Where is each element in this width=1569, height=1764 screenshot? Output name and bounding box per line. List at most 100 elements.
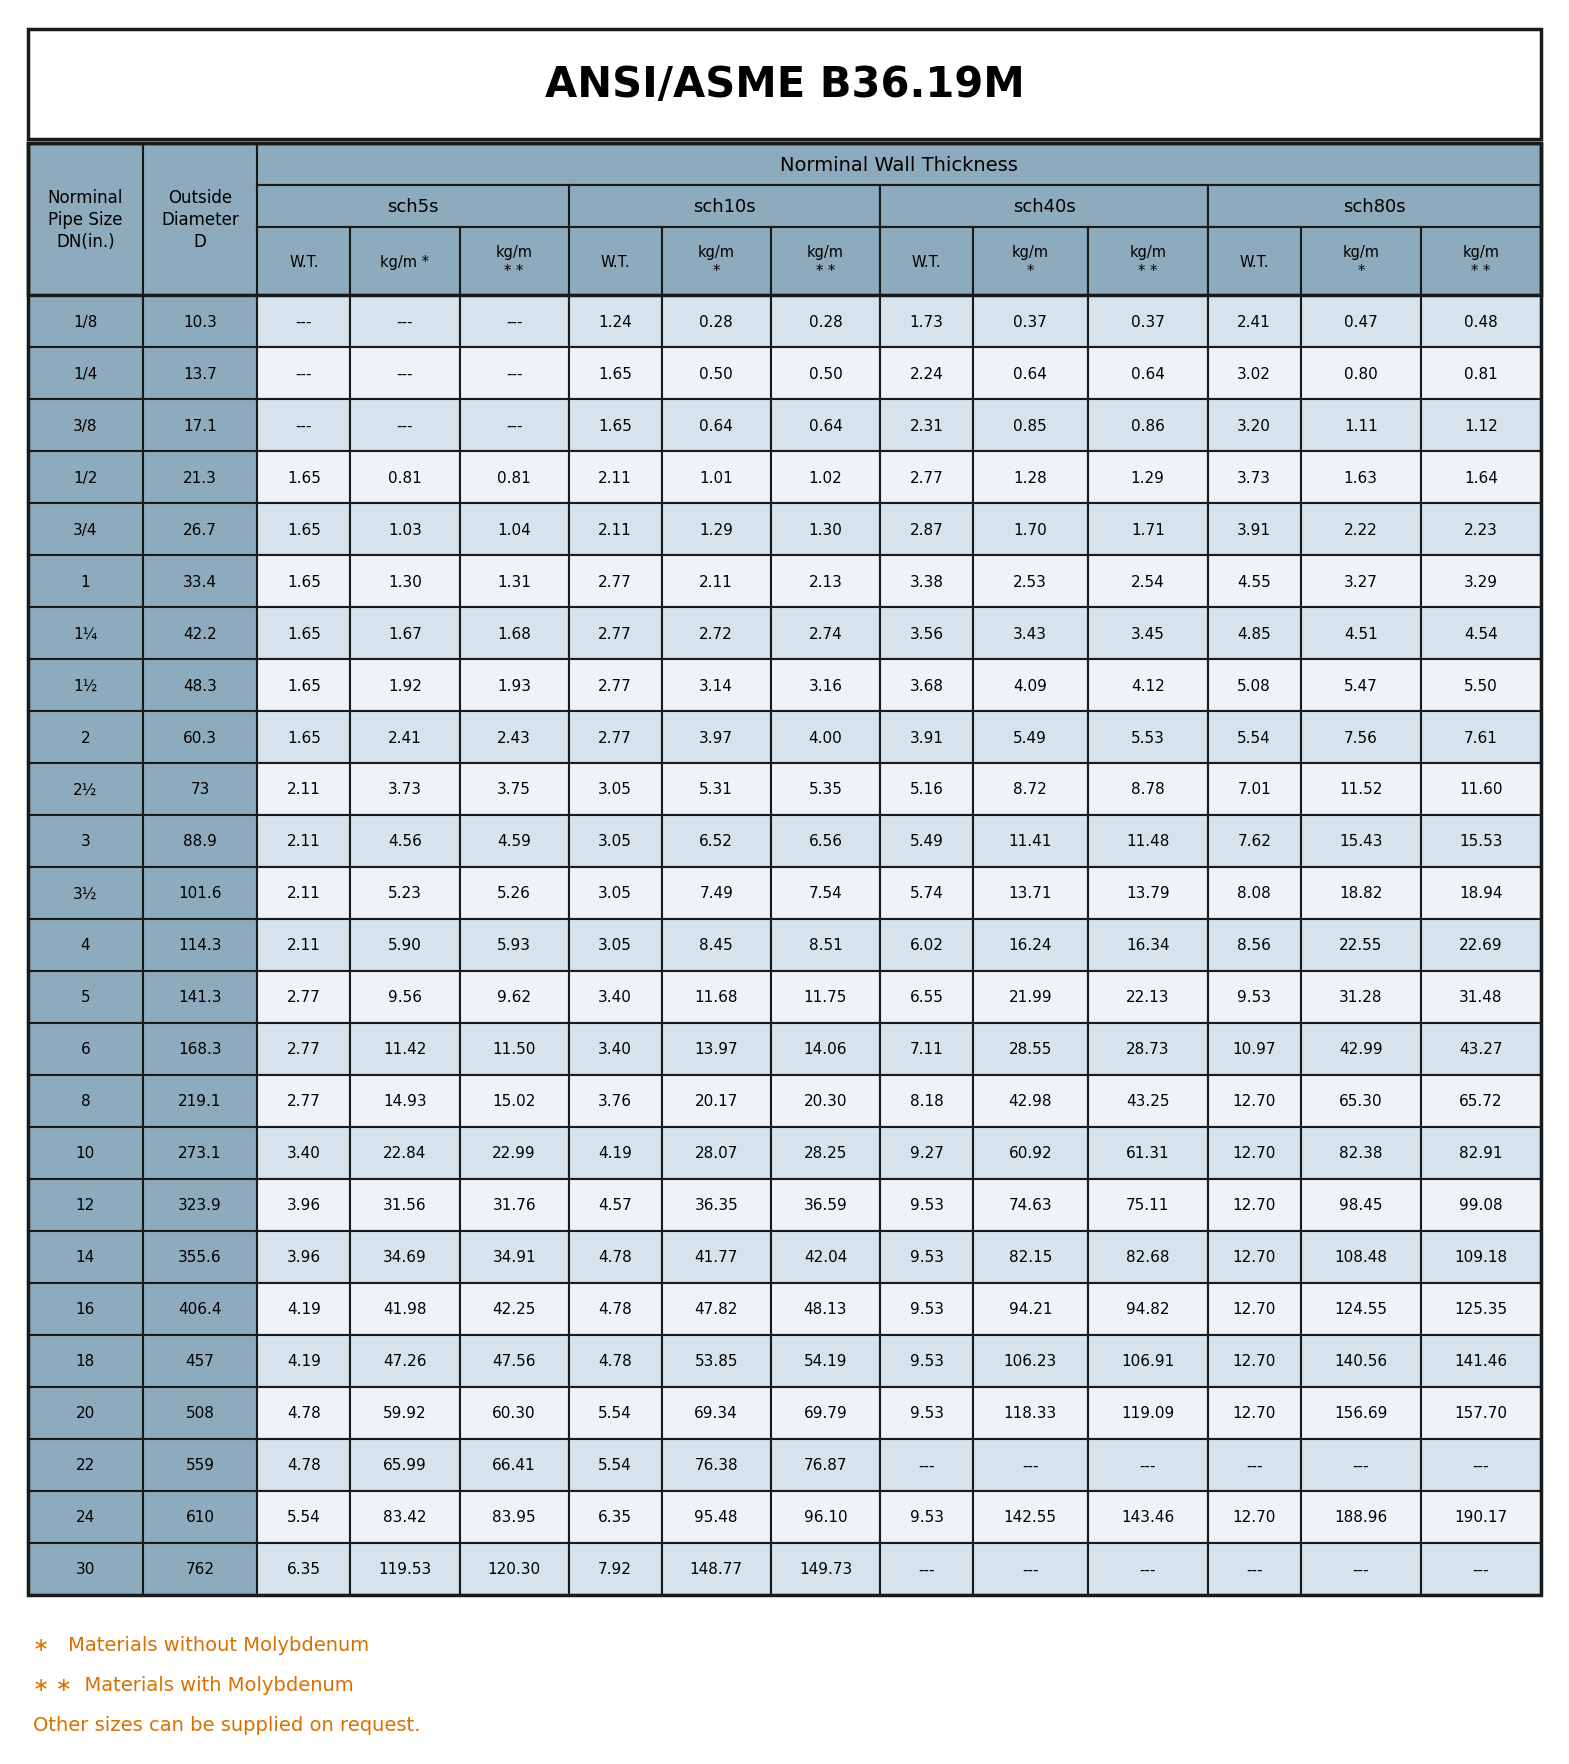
Text: 22: 22 [75, 1457, 96, 1473]
Text: 43.25: 43.25 [1127, 1094, 1169, 1110]
Bar [662, 815, 770, 868]
Text: 3.91: 3.91 [1238, 522, 1271, 538]
Text: kg/m
* *: kg/m * * [496, 245, 532, 279]
Text: 10.3: 10.3 [184, 314, 217, 330]
Bar [1301, 1335, 1422, 1387]
Bar [1087, 815, 1208, 868]
Text: 2.77: 2.77 [598, 730, 632, 744]
Bar [1301, 972, 1422, 1023]
Text: 94.21: 94.21 [1009, 1302, 1053, 1316]
Bar [880, 1180, 973, 1231]
Bar [568, 1335, 662, 1387]
Bar [460, 1491, 568, 1544]
Text: 22.99: 22.99 [493, 1147, 537, 1161]
Bar [770, 1491, 880, 1544]
Bar [1208, 1231, 1301, 1282]
Text: 120.30: 120.30 [488, 1561, 541, 1577]
Text: 82.68: 82.68 [1127, 1249, 1169, 1265]
Text: 18.94: 18.94 [1459, 886, 1503, 901]
Text: Norminal
Pipe Size
DN(in.): Norminal Pipe Size DN(in.) [47, 189, 122, 250]
Text: 65.99: 65.99 [383, 1457, 427, 1473]
Text: 13.97: 13.97 [695, 1043, 737, 1057]
Text: 8.72: 8.72 [1014, 781, 1047, 797]
Text: 2.77: 2.77 [598, 677, 632, 693]
Text: 12: 12 [75, 1198, 96, 1214]
Text: 5.54: 5.54 [598, 1457, 632, 1473]
Bar [257, 1180, 350, 1231]
Bar [350, 452, 460, 505]
Bar [1087, 1544, 1208, 1595]
Bar [350, 1127, 460, 1180]
Text: ---: --- [295, 418, 312, 434]
Text: 4.12: 4.12 [1131, 677, 1164, 693]
Text: 5.31: 5.31 [700, 781, 733, 797]
Text: 2.13: 2.13 [808, 573, 843, 589]
Bar [350, 919, 460, 972]
Text: 168.3: 168.3 [179, 1043, 221, 1057]
Bar [1301, 1231, 1422, 1282]
Bar [1422, 1544, 1541, 1595]
Bar [973, 1023, 1087, 1076]
Bar [350, 1544, 460, 1595]
Bar [1208, 1387, 1301, 1439]
Bar [143, 452, 257, 505]
Bar [350, 1387, 460, 1439]
Bar [973, 972, 1087, 1023]
Text: 2.74: 2.74 [808, 626, 843, 640]
Bar [350, 1491, 460, 1544]
Text: 6.56: 6.56 [808, 834, 843, 848]
Bar [1422, 452, 1541, 505]
Text: 6.02: 6.02 [910, 938, 943, 953]
Bar [1301, 1491, 1422, 1544]
Text: 60.92: 60.92 [1009, 1147, 1053, 1161]
Bar [662, 1127, 770, 1180]
Text: 47.82: 47.82 [695, 1302, 737, 1316]
Bar [973, 452, 1087, 505]
Text: 1.02: 1.02 [808, 471, 843, 485]
Text: ---: --- [295, 367, 312, 381]
Bar [460, 505, 568, 556]
Bar [973, 296, 1087, 348]
Bar [1087, 400, 1208, 452]
Text: 4.78: 4.78 [287, 1457, 320, 1473]
Text: 9.62: 9.62 [497, 990, 532, 1005]
Bar [350, 660, 460, 711]
Text: 33.4: 33.4 [184, 573, 217, 589]
Text: 3.05: 3.05 [598, 938, 632, 953]
Bar [880, 607, 973, 660]
Text: 59.92: 59.92 [383, 1406, 427, 1420]
Bar [28, 972, 143, 1023]
Text: 8: 8 [80, 1094, 89, 1110]
Text: ---: --- [505, 314, 522, 330]
Text: 95.48: 95.48 [695, 1510, 737, 1524]
Bar [568, 1387, 662, 1439]
Text: sch10s: sch10s [693, 198, 756, 215]
Text: 42.25: 42.25 [493, 1302, 537, 1316]
Bar [1087, 972, 1208, 1023]
Bar [1301, 1439, 1422, 1491]
Bar [460, 1439, 568, 1491]
Text: 1½: 1½ [74, 677, 97, 693]
Bar [662, 711, 770, 764]
Bar [1301, 228, 1422, 296]
Bar [770, 919, 880, 972]
Text: 0.81: 0.81 [497, 471, 530, 485]
Text: 2.41: 2.41 [388, 730, 422, 744]
Text: 0.50: 0.50 [700, 367, 733, 381]
Text: 12.70: 12.70 [1233, 1198, 1276, 1214]
Bar [257, 452, 350, 505]
Text: 42.99: 42.99 [1338, 1043, 1382, 1057]
Bar [460, 660, 568, 711]
Text: 3.75: 3.75 [497, 781, 530, 797]
Text: 31.76: 31.76 [493, 1198, 537, 1214]
Text: 16.34: 16.34 [1127, 938, 1169, 953]
Bar [350, 1335, 460, 1387]
Text: 14: 14 [75, 1249, 96, 1265]
Text: 42.2: 42.2 [184, 626, 217, 640]
Bar [568, 228, 662, 296]
Bar [973, 348, 1087, 400]
Bar [1208, 1127, 1301, 1180]
Bar [28, 607, 143, 660]
Text: 34.69: 34.69 [383, 1249, 427, 1265]
Text: 109.18: 109.18 [1454, 1249, 1508, 1265]
